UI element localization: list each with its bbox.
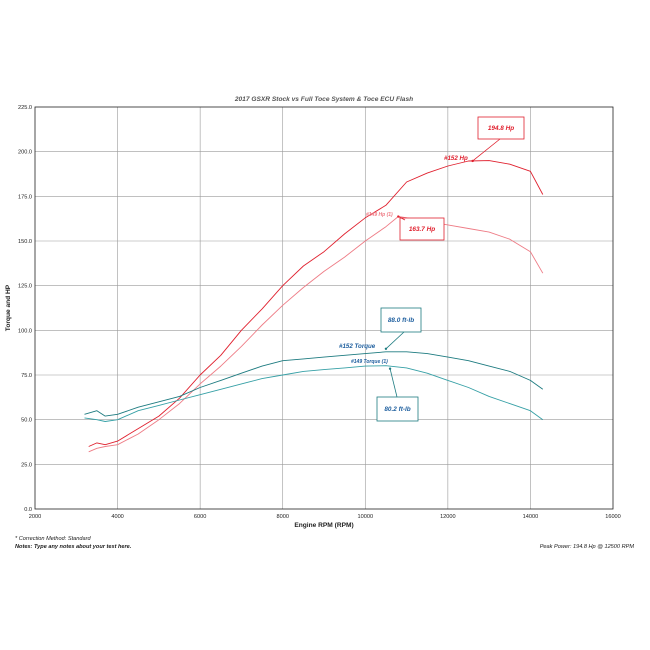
annotation-peak-hp-149-arrow xyxy=(398,216,406,221)
y-axis-label: Torque and HP xyxy=(5,284,12,331)
series-hp-152-line xyxy=(88,160,544,447)
annotation-peak-hp-149-arrow-tip xyxy=(397,215,400,218)
x-tick-label: 6000 xyxy=(194,514,206,520)
x-tick-labels: 2000 4000 6000 8000 10000 12000 14000 16000 xyxy=(29,514,621,520)
grid-lines xyxy=(35,107,613,509)
annotation-peak-hp-152-arrow xyxy=(472,138,501,162)
label-hp-149: #149 Hp (1) xyxy=(366,212,393,218)
annotation-peak-torque-152-arrow xyxy=(385,331,405,350)
x-tick-label: 8000 xyxy=(276,514,288,520)
y-tick-labels: 0.0 25.0 50.0 75.0 100.0 125.0 150.0 175.0 200.0… xyxy=(18,105,32,513)
annotation-peak-torque-149-label: 80.2 ft-lb xyxy=(384,406,410,413)
label-hp-152: #152 Hp xyxy=(444,155,468,162)
y-tick-label: 125.0 xyxy=(18,284,32,290)
chart-title: 2017 GSXR Stock vs Full Toce System & To… xyxy=(234,96,413,103)
annotation-peak-hp-149-label: 163.7 Hp xyxy=(409,226,435,233)
series-lines xyxy=(84,160,544,453)
plot-frame xyxy=(34,106,614,510)
label-torque-149: #149 Torque (1) xyxy=(351,359,388,365)
y-tick-label: 100.0 xyxy=(18,328,32,334)
annotation-peak-hp-152-box xyxy=(477,116,525,140)
annotation-peak-torque-149-arrow xyxy=(389,368,398,398)
x-tick-label: 14000 xyxy=(523,514,539,520)
y-tick-label: 225.0 xyxy=(18,105,32,111)
annotation-peak-hp-149-box xyxy=(399,217,445,241)
notes-text: Notes: Type any notes about your test he… xyxy=(15,544,132,550)
series-torque-149-line xyxy=(84,365,544,422)
annotation-peak-torque-149-arrow-tip xyxy=(388,367,392,370)
y-tick-label: 50.0 xyxy=(21,418,32,424)
y-tick-label: 75.0 xyxy=(21,373,32,379)
y-tick-label: 150.0 xyxy=(18,239,32,245)
series-hp-149-line xyxy=(88,216,544,453)
label-torque-152: #152 Torque xyxy=(339,343,376,350)
series-torque-152-line xyxy=(84,351,544,417)
x-tick-label: 10000 xyxy=(358,514,374,520)
y-tick-label: 25.0 xyxy=(21,462,32,468)
annotation-peak-torque-149-box xyxy=(376,396,419,422)
x-tick-label: 2000 xyxy=(29,514,41,520)
annotation-peak-hp-152-label: 194.8 Hp xyxy=(488,125,514,132)
peak-power: Peak Power: 194.8 Hp @ 12500 RPM xyxy=(539,544,634,550)
x-axis-label: Engine RPM (RPM) xyxy=(294,522,353,529)
y-tick-label: 0.0 xyxy=(24,507,32,513)
y-tick-label: 200.0 xyxy=(18,150,32,156)
annotation-peak-torque-152-box xyxy=(380,307,422,333)
y-tick-label: 175.0 xyxy=(18,194,32,200)
x-tick-label: 16000 xyxy=(605,514,621,520)
annotations: 194.8 Hp #152 Hp 163.7 Hp #149 Hp (1) 88.0 f… xyxy=(339,116,525,422)
correction-method: * Correction Method: Standard xyxy=(15,536,91,542)
x-tick-label: 12000 xyxy=(440,514,456,520)
annotation-peak-torque-152-label: 88.0 ft-lb xyxy=(388,317,414,324)
x-tick-label: 4000 xyxy=(111,514,123,520)
annotation-peak-torque-152-arrow-tip xyxy=(384,347,388,350)
annotation-peak-hp-152-arrow-tip xyxy=(471,159,474,163)
